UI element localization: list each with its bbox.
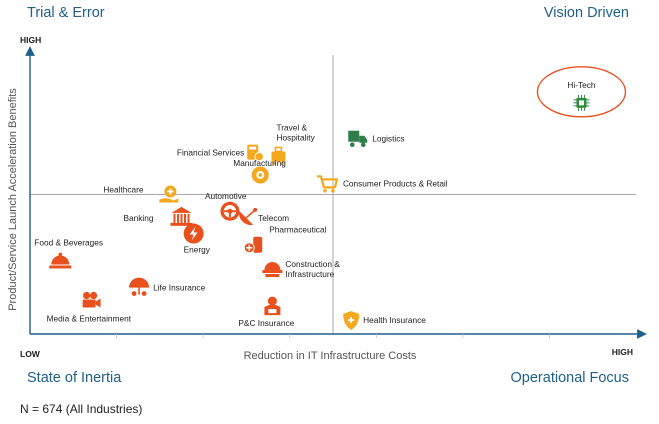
x-axis-high-label: HIGH	[612, 347, 633, 357]
point-automotive: Automotive	[205, 191, 247, 221]
point-label: Hi-Tech	[567, 80, 596, 90]
point-label-line: Life Insurance	[153, 283, 206, 293]
luggage-icon	[271, 146, 286, 165]
point-label-line: Travel &	[276, 122, 307, 132]
point-label-line: Financial Services	[177, 148, 244, 158]
point-label: Media & Entertainment	[47, 314, 132, 324]
point-label: Construction & Infrastructure	[285, 259, 340, 279]
quadrant-title-bottom-left: State of Inertia	[27, 370, 122, 386]
point-banking: Banking	[124, 206, 193, 226]
quadrant-title-bottom-right: Operational Focus	[510, 370, 629, 386]
steering-icon	[220, 201, 240, 221]
point-construction-and-infrastructure: Construction & Infrastructure	[262, 259, 340, 279]
point-label: Banking	[124, 213, 154, 223]
food-icon	[49, 252, 72, 269]
sample-size-note: N = 674 (All Industries)	[20, 402, 143, 416]
point-food-and-beverages: Food & Beverages	[34, 237, 103, 269]
point-label-line: Infrastructure	[285, 269, 334, 279]
point-pharmaceutical: Pharmaceutical	[243, 225, 327, 254]
point-label-line: Healthcare	[103, 185, 144, 195]
y-axis-high-label: HIGH	[20, 35, 41, 45]
point-label: Travel & Hospitality	[276, 122, 315, 142]
point-label: Manufacturing	[233, 158, 286, 168]
truck-icon	[348, 130, 368, 147]
data-points: Hi-Tech Travel & Hospitality Financial Serv…	[34, 66, 627, 331]
point-label-line: P&C Insurance	[238, 318, 294, 328]
point-label: Energy	[184, 245, 211, 255]
pharma-icon	[243, 236, 263, 254]
point-label: Pharmaceutical	[269, 225, 326, 235]
point-energy: Energy	[183, 223, 211, 255]
x-axis-low-label: LOW	[20, 349, 41, 359]
point-travel-and-hospitality: Travel & Hospitality	[271, 122, 316, 165]
axes: HIGH LOW HIGH Reduction in IT Infrastructur…	[7, 35, 647, 362]
point-label-line: Energy	[184, 245, 211, 255]
energy-icon	[183, 223, 204, 244]
cart-icon	[316, 175, 339, 193]
point-label-line: Hospitality	[276, 132, 315, 142]
point-label: Automotive	[205, 191, 247, 201]
point-health-insurance: Health Insurance	[343, 311, 426, 331]
quadrant-title-top-left: Trial & Error	[27, 5, 105, 21]
point-label-line: Hi-Tech	[567, 80, 596, 90]
point-label-line: Health Insurance	[363, 315, 426, 325]
point-label-line: Automotive	[205, 191, 247, 201]
point-pandc-insurance: P&C Insurance	[238, 296, 295, 328]
point-manufacturing: Manufacturing	[233, 158, 286, 184]
point-label: Healthcare	[103, 185, 144, 195]
point-label: Food & Beverages	[34, 237, 103, 247]
helmet-icon	[262, 262, 283, 278]
shield-icon	[343, 311, 360, 331]
bank-icon	[170, 206, 193, 226]
point-consumer-products-and-retail: Consumer Products & Retail	[316, 175, 448, 193]
point-label-line: Banking	[124, 213, 154, 223]
point-label-line: Manufacturing	[233, 158, 286, 168]
point-logistics: Logistics	[348, 130, 405, 147]
point-label: Logistics	[372, 134, 404, 144]
point-media-and-entertainment: Media & Entertainment	[47, 291, 132, 324]
point-label-line: Consumer Products & Retail	[343, 178, 448, 188]
point-label: Life Insurance	[153, 283, 206, 293]
quadrant-title-top-right: Vision Driven	[543, 5, 629, 21]
point-label-line: Food & Beverages	[34, 237, 103, 247]
point-hi-tech: Hi-Tech	[536, 66, 627, 118]
x-axis-title: Reduction in IT Infrastructure Costs	[244, 350, 417, 362]
point-healthcare: Healthcare	[103, 185, 179, 203]
satellite-icon	[238, 207, 258, 226]
point-label: Consumer Products & Retail	[343, 178, 448, 188]
point-label: Financial Services	[177, 148, 244, 158]
health-hand-icon	[159, 185, 179, 203]
umbrella-icon	[129, 277, 150, 296]
calculator-icon	[247, 144, 264, 162]
chip-icon	[573, 94, 590, 111]
point-label: P&C Insurance	[238, 318, 294, 328]
point-financial-services: Financial Services	[177, 144, 264, 162]
point-label-line: Telecom	[258, 213, 289, 223]
point-label: Health Insurance	[363, 315, 426, 325]
point-telecom: Telecom	[238, 207, 289, 226]
point-label-line: Pharmaceutical	[269, 225, 326, 235]
point-label-line: Logistics	[372, 134, 404, 144]
point-label-line: Construction &	[285, 259, 340, 269]
agent-icon	[264, 296, 281, 316]
y-axis-title: Product/Service Launch Acceleration Bene…	[7, 88, 19, 311]
highlight-ring	[536, 66, 627, 118]
point-label: Telecom	[258, 213, 289, 223]
point-label-line: Media & Entertainment	[47, 314, 132, 324]
camera-icon	[82, 291, 101, 308]
point-life-insurance: Life Insurance	[129, 277, 206, 296]
gear-icon	[251, 166, 269, 184]
